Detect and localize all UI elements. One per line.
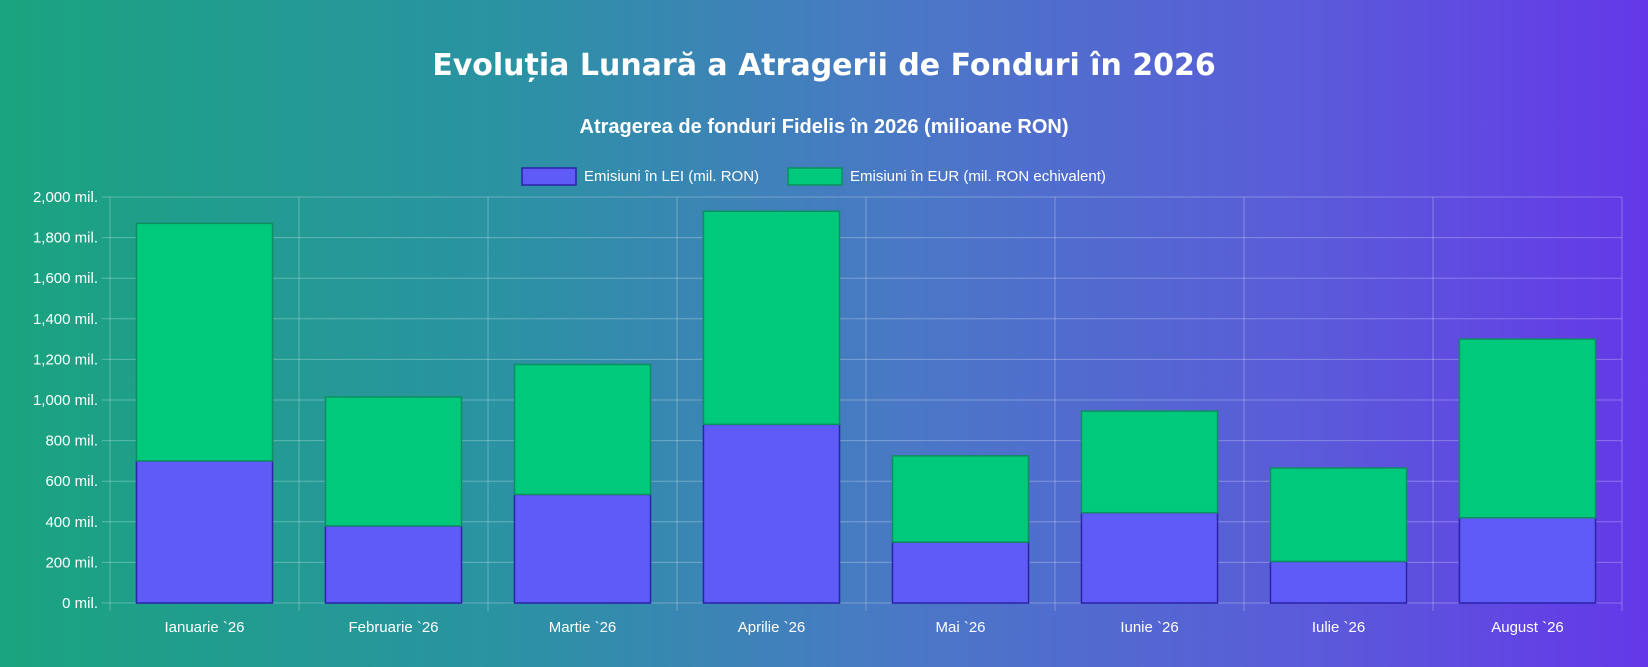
legend-item-eur[interactable]: Emisiuni în EUR (mil. RON echivalent) bbox=[787, 167, 1106, 186]
bars bbox=[135, 210, 1597, 604]
y-tick-label: 800 mil. bbox=[45, 433, 98, 450]
y-tick-label: 1,000 mil. bbox=[33, 392, 98, 409]
bar-lei[interactable] bbox=[891, 541, 1030, 604]
x-tick-label: Aprilie `26 bbox=[738, 619, 806, 636]
bar-eur[interactable] bbox=[513, 363, 652, 496]
legend-label-eur: Emisiuni în EUR (mil. RON echivalent) bbox=[850, 168, 1106, 185]
x-tick-label: Ianuarie `26 bbox=[164, 619, 244, 636]
legend-swatch-eur bbox=[787, 167, 843, 186]
bar-lei[interactable] bbox=[513, 493, 652, 604]
y-tick-label: 1,400 mil. bbox=[33, 311, 98, 328]
chart-legend: Emisiuni în LEI (mil. RON) Emisiuni în E… bbox=[521, 167, 1106, 186]
bar-lei[interactable] bbox=[1269, 560, 1408, 604]
y-tick-label: 0 mil. bbox=[62, 595, 98, 612]
y-tick-label: 600 mil. bbox=[45, 473, 98, 490]
chart-title: Atragerea de fonduri Fidelis în 2026 (mi… bbox=[580, 116, 1069, 138]
y-axis: 0 mil. 200 mil. 400 mil. 600 mil. 800 mil. 1,… bbox=[33, 189, 98, 612]
bar-eur[interactable] bbox=[1080, 410, 1219, 514]
y-tick-label: 1,200 mil. bbox=[33, 351, 98, 368]
x-axis: Ianuarie `26 Februarie `26 Martie `26 April… bbox=[164, 619, 1563, 636]
bar-eur[interactable] bbox=[324, 396, 463, 527]
y-tick-label: 2,000 mil. bbox=[33, 189, 98, 206]
bar-lei[interactable] bbox=[1458, 516, 1597, 604]
bar-eur[interactable] bbox=[702, 210, 841, 426]
y-tick-label: 200 mil. bbox=[45, 554, 98, 571]
legend-swatch-lei bbox=[521, 167, 577, 186]
y-tick-label: 1,600 mil. bbox=[33, 270, 98, 287]
x-tick-label: Iulie `26 bbox=[1312, 619, 1365, 636]
bar-eur[interactable] bbox=[1269, 467, 1408, 563]
legend-item-lei[interactable]: Emisiuni în LEI (mil. RON) bbox=[521, 167, 759, 186]
x-tick-label: Mai `26 bbox=[935, 619, 985, 636]
page-title: Evoluția Lunară a Atragerii de Fonduri î… bbox=[432, 48, 1216, 84]
bar-lei[interactable] bbox=[702, 423, 841, 604]
x-tick-label: August `26 bbox=[1491, 619, 1564, 636]
y-tick-label: 400 mil. bbox=[45, 514, 98, 531]
x-tick-label: Martie `26 bbox=[549, 619, 617, 636]
legend-label-lei: Emisiuni în LEI (mil. RON) bbox=[584, 168, 759, 185]
y-tick-label: 1,800 mil. bbox=[33, 230, 98, 247]
bar-lei[interactable] bbox=[135, 460, 274, 604]
bar-eur[interactable] bbox=[891, 455, 1030, 543]
x-tick-label: Iunie `26 bbox=[1120, 619, 1178, 636]
x-tick-label: Februarie `26 bbox=[348, 619, 438, 636]
bar-lei[interactable] bbox=[1080, 511, 1219, 604]
bar-eur[interactable] bbox=[1458, 338, 1597, 519]
bar-lei[interactable] bbox=[324, 525, 463, 604]
bar-eur[interactable] bbox=[135, 222, 274, 462]
